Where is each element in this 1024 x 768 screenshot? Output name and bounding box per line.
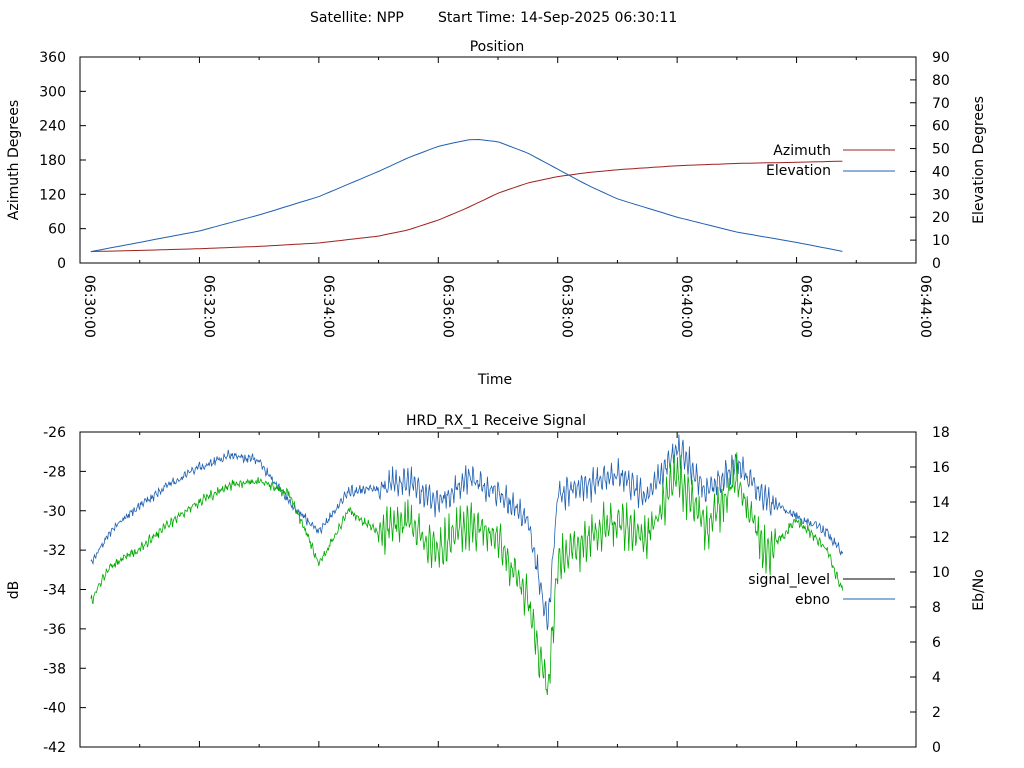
position-y-tick-label: 300 <box>39 84 66 100</box>
signal-chart-title: HRD_RX_1 Receive Signal <box>406 413 586 429</box>
signal-y2-tick-label: 10 <box>932 565 950 581</box>
position-y2-tick-label: 10 <box>932 233 950 249</box>
signal-y2-tick-label: 12 <box>932 530 950 546</box>
position-x-tick-label: 06:40:00 <box>678 275 694 338</box>
position-y2-tick-label: 80 <box>932 73 950 89</box>
signal-y-axis-label: dB <box>6 581 22 600</box>
signal-y-tick-label: -28 <box>43 464 66 480</box>
signal-y-tick-label: -34 <box>43 583 66 599</box>
position-plot-lines <box>90 138 843 253</box>
position-y2-tick-label: 50 <box>932 142 950 158</box>
position-y2-tick-label: 30 <box>932 187 950 203</box>
position-axis-ticks: 0 60 120 180 240 300 360 0 10 20 30 40 50 60 70 80 90 06:… <box>39 50 950 338</box>
position-x-tick-label: 06:38:00 <box>559 275 575 338</box>
satellite-label: Satellite: NPP <box>310 10 404 26</box>
position-x-tick-label: 06:42:00 <box>798 275 814 338</box>
position-y-tick-label: 60 <box>48 222 66 238</box>
signal-y-tick-label: -32 <box>43 543 66 559</box>
signal-y-tick-label: -30 <box>43 504 66 520</box>
signal-y2-axis-label: Eb/No <box>971 569 987 611</box>
position-plot-frame <box>79 56 917 264</box>
signal-y-tick-label: -42 <box>43 740 66 756</box>
legend-label-elevation: Elevation <box>766 163 831 179</box>
signal-y2-tick-label: 8 <box>932 600 941 616</box>
signal-legend: signal_level ebno <box>748 572 895 608</box>
legend-label-azimuth: Azimuth <box>773 143 831 159</box>
position-x-axis-label: Time <box>477 372 512 388</box>
position-y2-tick-label: 60 <box>932 119 950 135</box>
legend-label-signal-level: signal_level <box>748 572 830 588</box>
legend-label-ebno: ebno <box>795 592 830 608</box>
position-y-tick-label: 240 <box>39 119 66 135</box>
position-y-tick-label: 0 <box>57 256 66 272</box>
signal-y-tick-label: -26 <box>43 425 66 441</box>
position-y-tick-label: 120 <box>39 187 66 203</box>
start-time-label: Start Time: 14-Sep-2025 06:30:11 <box>438 10 677 26</box>
position-y2-tick-label: 0 <box>932 256 941 272</box>
signal-y-tick-label: -36 <box>43 622 66 638</box>
signal-y2-tick-label: 0 <box>932 740 941 756</box>
position-legend: Azimuth Elevation <box>766 143 895 179</box>
signal-plot-lines <box>90 434 844 696</box>
position-x-tick-label: 06:44:00 <box>917 275 933 338</box>
signal-y2-tick-label: 6 <box>932 635 941 651</box>
position-y2-axis-label: Elevation Degrees <box>971 96 987 224</box>
position-x-tick-label: 06:30:00 <box>81 275 97 338</box>
position-x-tick-label: 06:32:00 <box>200 275 216 338</box>
position-y2-tick-label: 90 <box>932 50 950 66</box>
series-line-azimuth <box>90 160 843 253</box>
position-y2-tick-label: 70 <box>932 96 950 112</box>
position-chart-title: Position <box>470 39 525 55</box>
signal-y2-tick-label: 14 <box>932 495 950 511</box>
signal-y2-tick-label: 16 <box>932 460 950 476</box>
signal-y-tick-label: -38 <box>43 661 66 677</box>
signal-y-tick-label: -40 <box>43 701 66 717</box>
position-y2-tick-label: 20 <box>932 210 950 226</box>
position-x-tick-label: 06:36:00 <box>439 275 455 338</box>
position-y-axis-label: Azimuth Degrees <box>6 100 22 220</box>
signal-axis-ticks: -26 -28 -30 -32 -34 -36 -38 -40 -42 0 2 4 6 8 10 12 14 16… <box>43 425 950 756</box>
signal-y2-tick-label: 4 <box>932 670 941 686</box>
position-y2-tick-label: 40 <box>932 164 950 180</box>
series-line-elevation <box>90 138 843 253</box>
signal-y2-tick-label: 2 <box>932 705 941 721</box>
signal-plot-frame <box>79 431 917 748</box>
position-chart: Position 0 60 120 180 240 300 360 0 10 20 30 40 50 60… <box>6 39 987 388</box>
position-y-tick-label: 180 <box>39 153 66 169</box>
signal-chart: HRD_RX_1 Receive Signal -26-28-30-32-34-… <box>6 413 987 756</box>
position-y-tick-label: 360 <box>39 50 66 66</box>
green-trace-line <box>90 452 844 696</box>
signal-y2-tick-label: 18 <box>932 425 950 441</box>
position-x-tick-label: 06:34:00 <box>320 275 336 338</box>
ebno-trace-line <box>90 434 844 631</box>
